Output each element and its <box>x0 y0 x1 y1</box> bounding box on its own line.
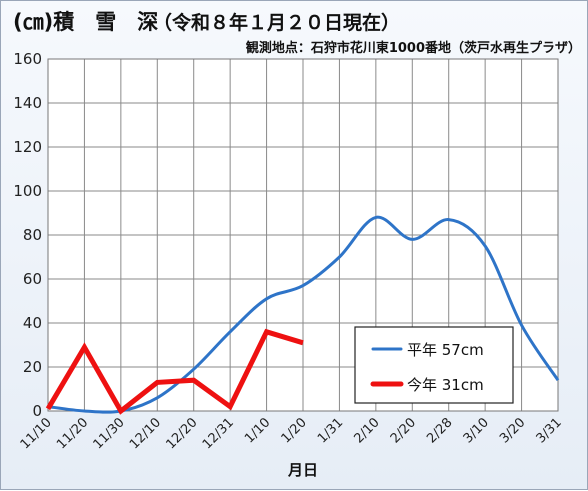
x-tick-label: 12/31 <box>200 415 237 452</box>
x-tick-label: 12/10 <box>127 415 164 452</box>
plot-area <box>47 58 559 412</box>
y-tick-label: 0 <box>32 402 42 420</box>
y-tick-label: 60 <box>23 270 42 288</box>
x-tick-label: 1/10 <box>242 415 273 446</box>
x-tick-label: 11/20 <box>54 415 91 452</box>
series-line-normal <box>47 215 560 414</box>
y-tick-label: 120 <box>13 138 42 156</box>
series-lines <box>45 215 560 415</box>
y-tick-label: 80 <box>23 226 42 244</box>
x-tick-label: 2/28 <box>424 415 455 446</box>
x-tick-label: 3/10 <box>461 415 492 446</box>
y-tick-label: 140 <box>13 94 42 112</box>
chart-title-note: （令和８年１月２０日現在） <box>153 11 400 34</box>
y-tick-label: 100 <box>13 182 42 200</box>
y-tick-label: 40 <box>23 314 42 332</box>
x-axis-ticks: 11/10 11/20 11/30 12/10 12/20 12/31 1/10 1/20 1/… <box>18 415 565 452</box>
x-tick-label: 1/20 <box>279 415 310 446</box>
x-tick-label: 2/20 <box>388 415 419 446</box>
x-tick-label: 3/31 <box>534 415 565 446</box>
x-tick-label: 1/31 <box>315 415 346 446</box>
legend: 平年 57cm 今年 31cm <box>354 326 514 404</box>
y-tick-label: 20 <box>23 358 42 376</box>
x-tick-label: 3/20 <box>497 415 528 446</box>
chart-subtitle: 観測地点：石狩市花川東1000番地（茨戸水再生プラザ） <box>245 40 581 56</box>
x-tick-label: 2/10 <box>351 415 382 446</box>
series-line-this-year <box>45 328 304 415</box>
legend-label-this-year: 今年 31cm <box>407 376 484 394</box>
chart-title: (㎝)積 雪 深 <box>13 10 158 34</box>
x-tick-label: 11/10 <box>18 415 55 452</box>
x-tick-label: 12/20 <box>163 415 200 452</box>
legend-box <box>354 326 514 404</box>
x-axis-label: 月日 <box>287 461 318 479</box>
y-axis-ticks: 0 20 40 60 80 100 120 140 160 <box>13 50 42 420</box>
legend-label-normal: 平年 57cm <box>407 341 484 359</box>
y-tick-label: 160 <box>13 50 42 68</box>
x-tick-label: 11/30 <box>91 415 128 452</box>
